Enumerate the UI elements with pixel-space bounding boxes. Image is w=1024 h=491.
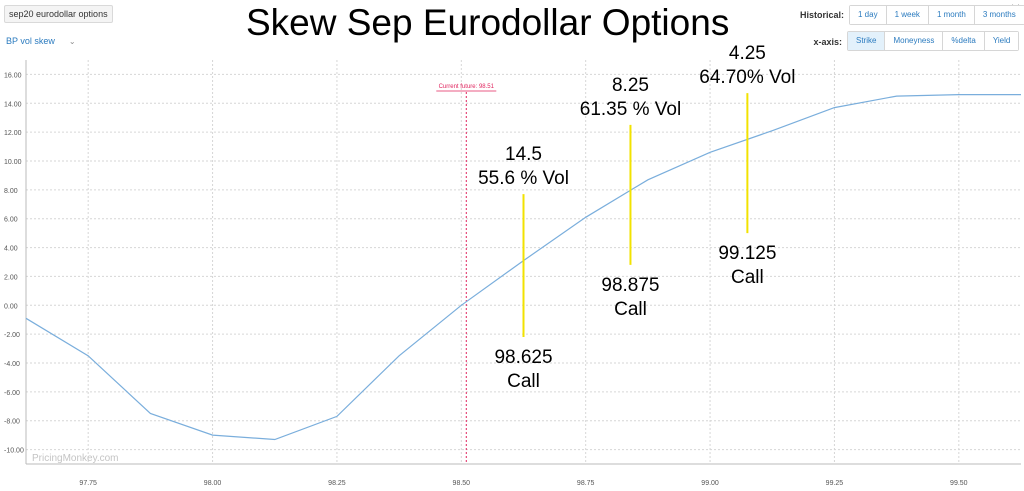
y-tick-label: 12.00	[4, 130, 22, 137]
xaxis-yield-button[interactable]: Yield	[984, 32, 1019, 50]
y-tick-label: 8.00	[4, 188, 18, 195]
chevron-down-icon: ⌄	[68, 37, 76, 46]
view-select-label: BP vol skew	[6, 36, 55, 46]
watermark: PricingMonkey.com	[32, 453, 119, 464]
historical-button-group: 1 day 1 week 1 month 3 months	[849, 5, 1024, 25]
annotation-top-label: 14.5	[505, 144, 542, 165]
xaxis-moneyness-button[interactable]: Moneyness	[885, 32, 944, 50]
y-tick-label: -8.00	[4, 419, 20, 426]
annotation-top-label: 4.25	[729, 43, 766, 64]
x-tick-label: 98.00	[204, 480, 222, 487]
annotation-bottom-label: Call	[507, 371, 540, 392]
annotation-top-label: 55.6 % Vol	[478, 168, 569, 189]
annotation-bottom-label: Call	[731, 267, 764, 288]
annotation-bottom-label: 98.625	[494, 347, 552, 368]
historical-1-day-button[interactable]: 1 day	[850, 6, 887, 24]
historical-1-month-button[interactable]: 1 month	[928, 6, 975, 24]
annotation-top-label: 64.70% Vol	[699, 67, 795, 88]
y-tick-label: 10.00	[4, 159, 22, 166]
x-tick-label: 98.25	[328, 480, 346, 487]
xaxis-strike-button[interactable]: Strike	[848, 32, 886, 50]
xaxis-button-group: Strike Moneyness %delta Yield	[847, 31, 1020, 51]
xaxis-delta-button[interactable]: %delta	[943, 32, 985, 50]
y-tick-label: 6.00	[4, 217, 18, 224]
y-tick-label: 4.00	[4, 246, 18, 253]
y-tick-label: 16.00	[4, 72, 22, 79]
historical-3-months-button[interactable]: 3 months	[974, 6, 1024, 24]
x-tick-label: 97.75	[79, 480, 97, 487]
y-tick-label: -4.00	[4, 361, 20, 368]
x-tick-label: 99.50	[950, 480, 968, 487]
annotation-top-label: 61.35 % Vol	[580, 99, 681, 120]
y-tick-label: 14.00	[4, 101, 22, 108]
x-tick-label: 98.50	[453, 480, 471, 487]
annotation-bottom-label: 99.125	[718, 243, 776, 264]
historical-label: Historical:	[799, 10, 844, 20]
xaxis-label: x-axis:	[813, 37, 842, 47]
y-tick-label: 2.00	[4, 274, 18, 281]
y-tick-label: -6.00	[4, 390, 20, 397]
x-tick-label: 99.00	[701, 480, 719, 487]
dataset-select[interactable]: sep20 eurodollar options	[4, 5, 113, 23]
current-future-label: Current future: 98.51	[439, 84, 495, 90]
annotation-top-label: 8.25	[612, 75, 649, 96]
x-tick-label: 98.75	[577, 480, 595, 487]
y-tick-label: 0.00	[4, 303, 18, 310]
x-tick-label: 99.25	[826, 480, 844, 487]
chart-title: Skew Sep Eurodollar Options	[246, 2, 730, 43]
annotation-bottom-label: 98.875	[601, 275, 659, 296]
annotation-bottom-label: Call	[614, 299, 647, 320]
historical-1-week-button[interactable]: 1 week	[886, 6, 929, 24]
view-select[interactable]: BP vol skew ⌄	[6, 36, 76, 46]
y-tick-label: -10.00	[4, 448, 24, 455]
y-tick-label: -2.00	[4, 332, 20, 339]
